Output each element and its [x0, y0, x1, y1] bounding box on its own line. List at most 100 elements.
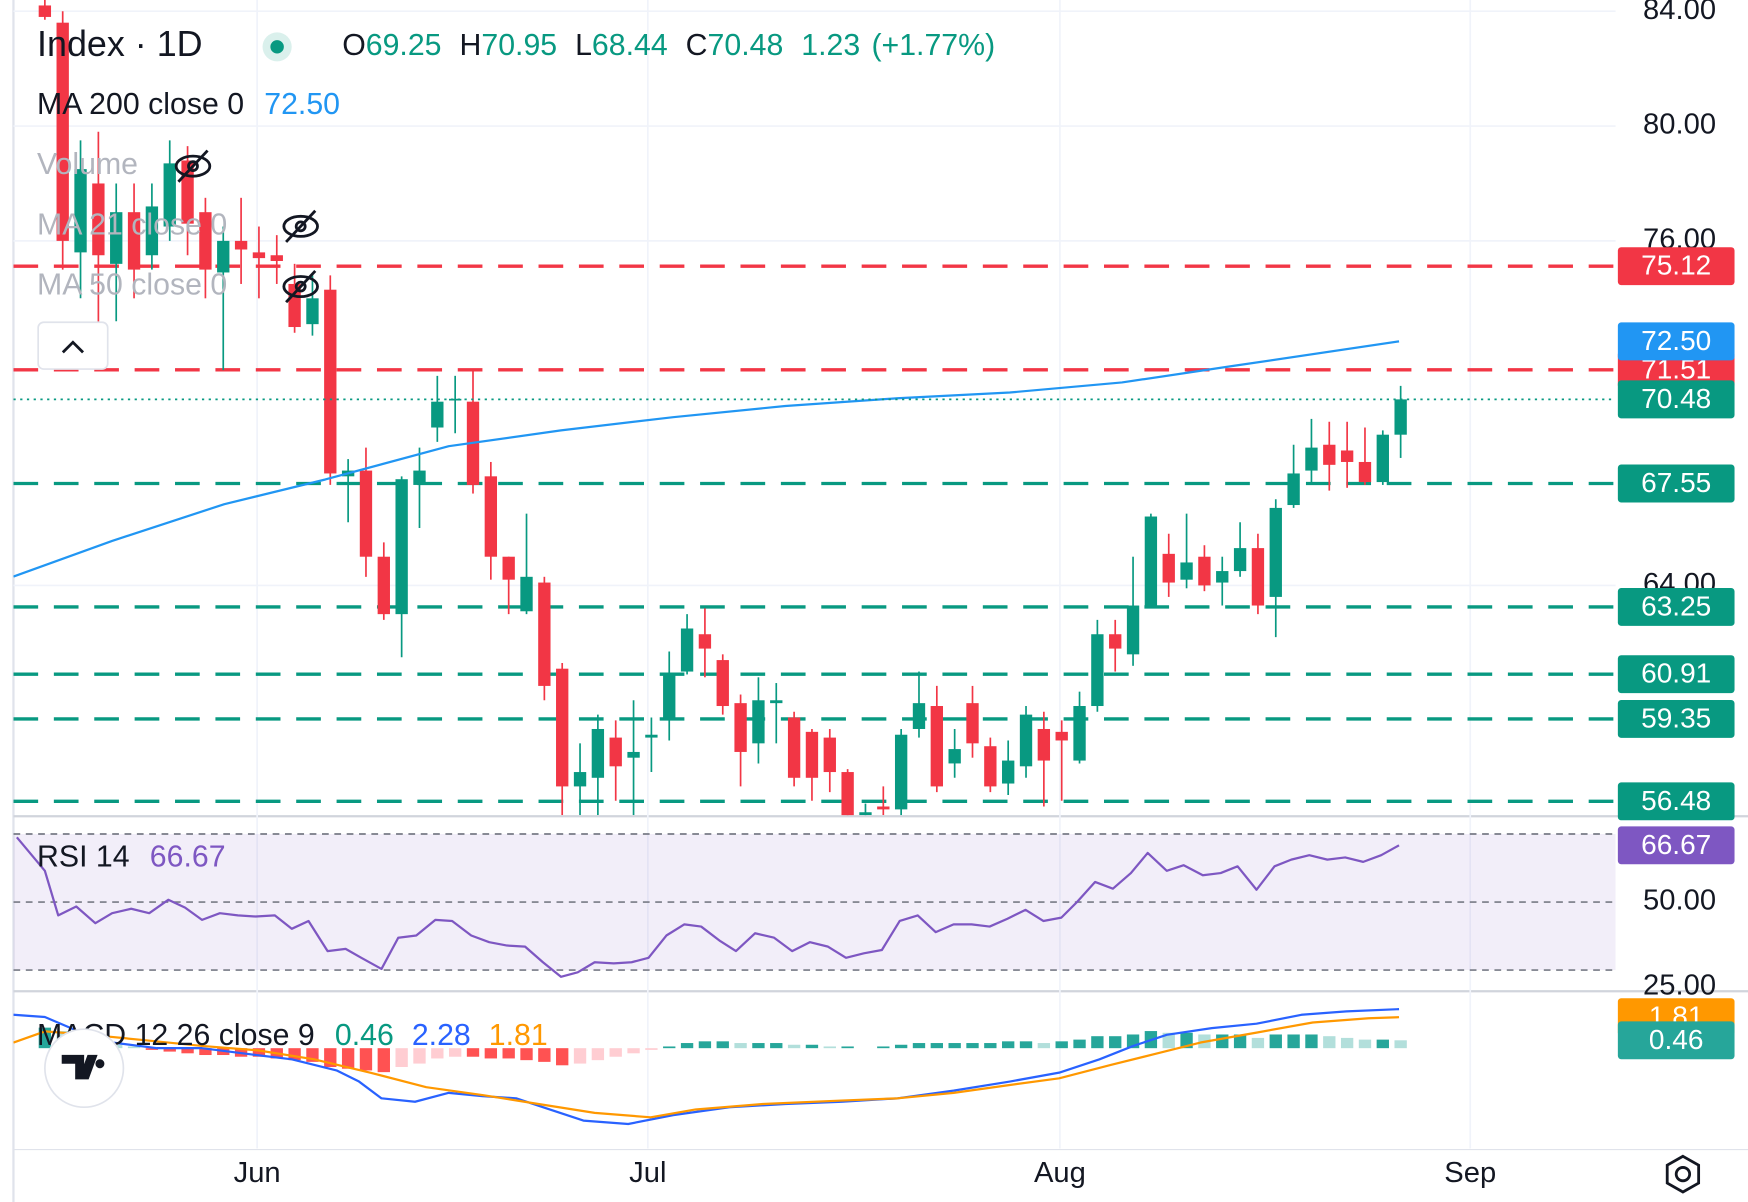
- macd-series-value: 2.28: [412, 1019, 471, 1052]
- price-badge-label: 75.12: [1641, 250, 1711, 281]
- candle-body: [823, 737, 836, 773]
- candle-body: [912, 703, 926, 729]
- macd-histogram-bar: [752, 1043, 765, 1049]
- macd-histogram-bar: [1019, 1041, 1033, 1049]
- macd-histogram-bar: [413, 1048, 426, 1064]
- macd-histogram-bar: [823, 1046, 836, 1049]
- macd-histogram-bar: [1376, 1039, 1389, 1049]
- candle-body: [680, 628, 694, 672]
- ohlc-value: 69.25: [366, 29, 442, 62]
- macd-histogram-bar: [395, 1048, 408, 1068]
- candle-body: [645, 734, 658, 738]
- macd-histogram-bar: [591, 1048, 605, 1061]
- macd-histogram-bar: [948, 1043, 961, 1049]
- hidden-indicator-legend: Volume: [37, 148, 138, 181]
- eye-off-icon[interactable]: [174, 149, 212, 183]
- macd-histogram-bar: [680, 1043, 694, 1049]
- indicator-name: MA 200 close 0: [37, 88, 244, 121]
- status-dot: [270, 40, 284, 54]
- candle-body: [1055, 731, 1068, 741]
- macd-histogram-bar: [288, 1048, 301, 1061]
- candle-body: [1340, 450, 1354, 462]
- candle-body: [395, 479, 408, 615]
- eye-off-icon[interactable]: [282, 270, 319, 304]
- macd-histogram-bar: [252, 1048, 266, 1057]
- candle-body: [252, 252, 266, 259]
- indicator-legend: MA 200 close 0 72.50: [37, 88, 340, 121]
- candle-body: [270, 255, 283, 261]
- x-tick-label: Jul: [629, 1157, 666, 1189]
- y-tick-label: 84.00: [1643, 0, 1716, 26]
- candle-body: [306, 298, 319, 325]
- candle-body: [1073, 706, 1086, 761]
- candle-body: [145, 206, 159, 256]
- price-badge-label: 70.48: [1641, 383, 1711, 414]
- candle-body: [199, 212, 212, 270]
- candle-body: [1109, 634, 1122, 649]
- price-badge: [1617, 588, 1735, 626]
- macd-histogram-bar: [1091, 1036, 1104, 1049]
- candle-body: [1216, 571, 1229, 583]
- price-badge: [1617, 1021, 1735, 1060]
- moving-average-line: [13, 340, 1400, 578]
- macd-histogram-bar: [431, 1048, 444, 1059]
- price-pane: [13, 0, 1616, 816]
- candle-body: [573, 772, 587, 787]
- macd-histogram-bar: [609, 1048, 622, 1057]
- candle-body: [877, 806, 890, 810]
- ohlc-value: 68.44: [592, 29, 668, 62]
- y-tick-label: 25.00: [1643, 970, 1716, 1002]
- macd-histogram-bar: [1340, 1037, 1354, 1049]
- rsi-name: RSI 14: [37, 841, 130, 874]
- candle-body: [930, 706, 943, 787]
- macd-series-value: 1.81: [489, 1019, 548, 1052]
- candle-body: [1144, 516, 1158, 606]
- macd-histogram-bar: [1109, 1036, 1122, 1049]
- candle-body: [770, 700, 783, 704]
- macd-histogram-bar: [930, 1043, 943, 1049]
- candle-body: [859, 812, 872, 816]
- macd-histogram-bar: [556, 1048, 569, 1066]
- candle-body: [1251, 548, 1265, 606]
- macd-histogram-bar: [894, 1044, 908, 1049]
- price-badge-label: 59.35: [1641, 702, 1711, 733]
- x-tick-label: Aug: [1034, 1157, 1086, 1189]
- macd-histogram-bar: [1055, 1041, 1068, 1049]
- candle-body: [1269, 507, 1282, 597]
- change-percent: (+1.77%): [871, 29, 995, 62]
- macd-histogram-bar: [1037, 1043, 1051, 1049]
- macd-histogram-bar: [805, 1044, 819, 1049]
- candle-body: [1305, 447, 1318, 471]
- candle-body: [752, 700, 765, 744]
- candle-body: [413, 470, 426, 485]
- eye-off-icon[interactable]: [282, 209, 319, 243]
- ohlc-legend: O69.25 H70.95 L68.44 C70.48 1.23 (+1.77%): [342, 29, 995, 62]
- hidden-indicator-legend: MA 50 close 0: [37, 269, 227, 302]
- candle-body: [431, 401, 444, 428]
- macd-histogram-bar: [841, 1046, 854, 1049]
- candle-body: [484, 476, 498, 557]
- settings-button[interactable]: [1665, 1154, 1701, 1194]
- macd-histogram-bar: [787, 1044, 801, 1049]
- macd-histogram-bar: [1287, 1034, 1300, 1049]
- collapse-legend-button[interactable]: [37, 321, 109, 370]
- macd-histogram-bar: [341, 1048, 355, 1069]
- brand-logo[interactable]: [44, 1028, 125, 1109]
- candle-body: [217, 240, 230, 273]
- price-badge-label: 66.67: [1641, 829, 1711, 860]
- candle-body: [1091, 634, 1104, 707]
- rsi-pane: [13, 833, 1616, 978]
- y-tick-label: 80.00: [1643, 109, 1716, 141]
- candle-body: [1019, 714, 1033, 767]
- macd-histogram-bar: [1358, 1039, 1372, 1049]
- candle-body: [1358, 461, 1372, 483]
- macd-histogram-bar: [1233, 1034, 1247, 1049]
- price-badge-label: 63.25: [1641, 591, 1711, 622]
- macd-histogram-bar: [377, 1048, 390, 1073]
- candle-body: [324, 289, 337, 474]
- macd-histogram-bar: [770, 1043, 783, 1049]
- macd-histogram-bar: [520, 1048, 533, 1061]
- ohlc-key: C: [686, 29, 708, 62]
- macd-histogram-bar: [181, 1048, 194, 1054]
- macd-histogram-bar: [1073, 1039, 1086, 1049]
